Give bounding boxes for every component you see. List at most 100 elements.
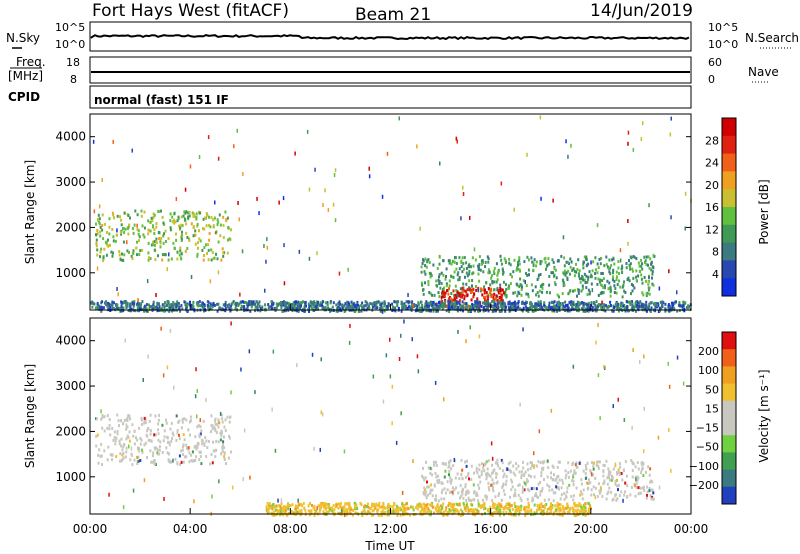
data-cell bbox=[494, 506, 497, 510]
data-cell bbox=[455, 486, 458, 490]
data-cell bbox=[452, 289, 455, 293]
data-cell bbox=[602, 277, 605, 281]
data-cell bbox=[119, 230, 122, 234]
data-cell bbox=[534, 306, 537, 310]
data-cell bbox=[449, 476, 452, 480]
data-cell bbox=[222, 443, 224, 447]
data-cell bbox=[678, 303, 681, 307]
data-cell bbox=[449, 306, 452, 310]
data-cell bbox=[590, 282, 593, 286]
data-cell bbox=[216, 257, 219, 261]
data-cell bbox=[395, 300, 398, 304]
data-cell bbox=[450, 509, 453, 512]
data-cell bbox=[284, 307, 287, 311]
data-cell bbox=[629, 255, 632, 259]
data-cell bbox=[374, 305, 377, 309]
data-cell bbox=[500, 458, 503, 462]
data-cell bbox=[492, 469, 495, 473]
data-cell bbox=[468, 477, 470, 481]
data-cell bbox=[205, 243, 207, 247]
noise-cell bbox=[258, 211, 260, 216]
data-cell bbox=[224, 210, 227, 214]
data-cell bbox=[586, 481, 589, 485]
data-cell bbox=[373, 301, 376, 305]
noise-cell bbox=[627, 141, 629, 146]
data-cell bbox=[624, 490, 627, 494]
data-cell bbox=[230, 450, 232, 454]
data-cell bbox=[479, 504, 482, 508]
data-cell bbox=[339, 505, 342, 509]
data-cell bbox=[635, 482, 638, 486]
data-cell bbox=[552, 491, 555, 495]
data-cell bbox=[110, 303, 113, 307]
data-cell bbox=[349, 506, 352, 509]
data-cell bbox=[430, 504, 433, 508]
data-cell bbox=[218, 213, 221, 217]
data-cell bbox=[137, 459, 140, 463]
data-cell bbox=[491, 294, 493, 298]
data-cell bbox=[533, 486, 535, 490]
data-cell bbox=[608, 476, 610, 480]
data-cell bbox=[360, 309, 363, 313]
data-cell bbox=[493, 511, 496, 515]
data-cell bbox=[516, 509, 518, 513]
data-cell bbox=[223, 455, 226, 459]
noise-cell bbox=[146, 279, 149, 284]
data-cell bbox=[485, 299, 488, 303]
data-cell bbox=[481, 505, 484, 509]
data-cell bbox=[577, 258, 580, 262]
data-cell bbox=[438, 273, 441, 277]
data-cell bbox=[427, 280, 430, 283]
data-cell bbox=[486, 307, 489, 310]
data-cell bbox=[472, 264, 475, 268]
data-cell bbox=[468, 279, 471, 283]
nsky-label: N.Sky bbox=[6, 31, 40, 45]
data-cell bbox=[507, 462, 510, 466]
noise-cell bbox=[214, 200, 216, 205]
data-cell bbox=[551, 309, 554, 313]
data-cell bbox=[101, 307, 104, 311]
noise-cell bbox=[256, 196, 258, 201]
data-cell bbox=[198, 435, 201, 439]
data-cell bbox=[287, 507, 290, 511]
data-cell bbox=[501, 485, 504, 489]
data-cell bbox=[388, 505, 391, 509]
data-cell bbox=[575, 309, 578, 313]
data-cell bbox=[602, 474, 605, 478]
data-cell bbox=[378, 501, 381, 505]
data-cell bbox=[640, 471, 643, 475]
data-cell bbox=[572, 479, 575, 483]
data-cell bbox=[549, 508, 552, 512]
data-cell bbox=[570, 304, 573, 308]
data-cell bbox=[652, 283, 655, 287]
data-cell bbox=[566, 260, 569, 264]
data-cell bbox=[465, 290, 468, 294]
data-cell bbox=[428, 271, 431, 275]
data-cell bbox=[569, 257, 572, 261]
noise-cell bbox=[316, 506, 318, 511]
colorbar-cell bbox=[722, 260, 736, 279]
data-cell bbox=[546, 263, 549, 267]
data-cell bbox=[487, 268, 490, 272]
data-cell bbox=[426, 259, 429, 263]
data-cell bbox=[268, 504, 271, 508]
data-cell bbox=[558, 295, 560, 299]
data-cell bbox=[574, 307, 577, 311]
data-cell bbox=[469, 287, 472, 291]
data-cell bbox=[291, 503, 294, 507]
data-cell bbox=[187, 428, 190, 432]
data-cell bbox=[612, 268, 615, 272]
data-cell bbox=[488, 302, 490, 306]
noise-cell bbox=[230, 390, 232, 395]
data-cell bbox=[517, 484, 520, 487]
noise-cell bbox=[189, 164, 192, 169]
data-cell bbox=[581, 276, 584, 280]
data-cell bbox=[461, 256, 464, 260]
data-cell bbox=[464, 275, 466, 279]
data-cell bbox=[332, 504, 335, 508]
data-cell bbox=[598, 257, 601, 261]
data-cell bbox=[514, 473, 517, 477]
data-cell bbox=[517, 464, 520, 468]
data-cell bbox=[471, 290, 474, 294]
